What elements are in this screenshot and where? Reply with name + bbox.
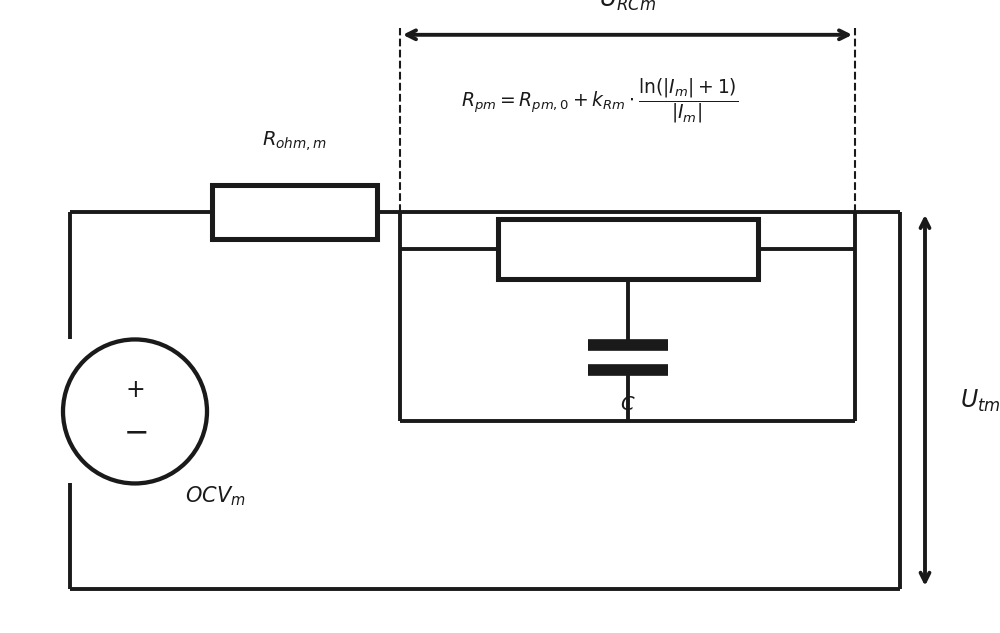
Text: $U_{tm}$: $U_{tm}$ xyxy=(960,387,1000,414)
Bar xyxy=(212,185,377,239)
Text: $-$: $-$ xyxy=(123,416,147,447)
Text: $C$: $C$ xyxy=(620,396,636,413)
Ellipse shape xyxy=(63,339,207,484)
Text: $U_{RCm}$: $U_{RCm}$ xyxy=(599,0,657,13)
Text: $R_{pm}=R_{pm,0}+k_{Rm}\cdot\dfrac{\ln(|I_m|+1)}{|I_m|}$: $R_{pm}=R_{pm,0}+k_{Rm}\cdot\dfrac{\ln(|… xyxy=(461,76,739,125)
Text: $R_{ohm,m}$: $R_{ohm,m}$ xyxy=(262,129,328,153)
Bar xyxy=(498,219,758,279)
Text: $OCV_m$: $OCV_m$ xyxy=(185,484,246,508)
Text: $+$: $+$ xyxy=(125,378,145,402)
